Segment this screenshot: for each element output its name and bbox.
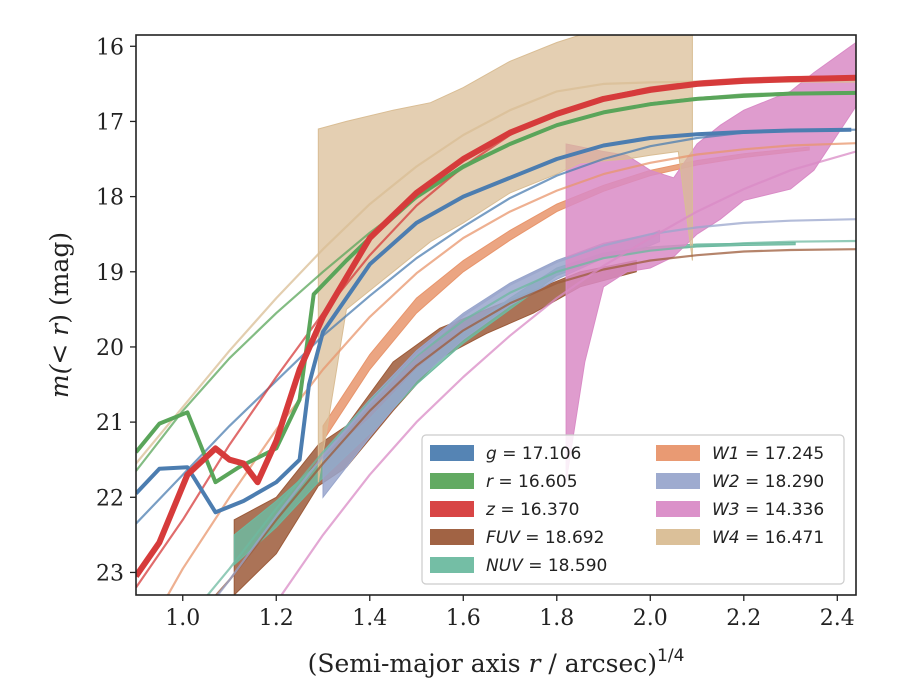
legend-swatch-w1 xyxy=(656,445,700,461)
y-tick-label: 21 xyxy=(96,411,124,436)
x-tick-label: 1.6 xyxy=(446,606,481,631)
legend-label-fuv: FUV = 18.692 xyxy=(486,528,604,548)
x-tick-label: 1.4 xyxy=(352,606,387,631)
data-line-z xyxy=(136,74,856,578)
x-tick-label: 1.8 xyxy=(539,606,574,631)
y-axis-label-var: r xyxy=(45,322,74,336)
legend-label-r: r = 16.605 xyxy=(486,472,578,492)
legend-label-w2: W2 = 18.290 xyxy=(712,472,824,492)
legend-swatch-fuv xyxy=(430,529,474,545)
x-axis-label-var: r xyxy=(529,649,543,678)
plot-frame xyxy=(135,34,857,596)
legend-label-nuv: NUV = 18.590 xyxy=(486,556,607,576)
legend-swatch-r xyxy=(430,473,474,489)
data-line-layer xyxy=(136,74,856,578)
model-curve-fuv xyxy=(214,248,856,595)
x-tick-label: 1.0 xyxy=(165,606,200,631)
model-curve-g xyxy=(136,128,856,525)
data-line-g xyxy=(136,127,852,515)
y-tick-label: 17 xyxy=(96,110,124,135)
model-curve-w1 xyxy=(166,142,856,595)
legend-swatch-z xyxy=(430,501,474,517)
y-tick-label: 19 xyxy=(96,261,124,286)
y-axis-label: m(< r) (mag) xyxy=(45,232,74,398)
y-tick-label: 23 xyxy=(96,561,124,586)
x-tick-label: 1.2 xyxy=(259,606,294,631)
legend-swatch-nuv xyxy=(430,557,474,573)
model-curve-nuv xyxy=(206,239,856,595)
legend-label-w3: W3 = 14.336 xyxy=(712,500,824,520)
legend-swatch-g xyxy=(430,445,474,461)
legend-label-w1: W1 = 17.245 xyxy=(712,444,824,464)
y-axis-label-suffix: ) (mag) xyxy=(45,232,74,324)
legend-label-w4: W4 = 16.471 xyxy=(712,528,824,548)
legend-label-z: z = 16.370 xyxy=(485,500,579,520)
model-curve-w2 xyxy=(216,218,856,595)
y-tick-label: 22 xyxy=(96,486,124,511)
y-tick-label: 20 xyxy=(96,336,124,361)
x-tick-label: 2.2 xyxy=(726,606,761,631)
x-axis-label-suffix: / arcsec) xyxy=(540,649,657,678)
y-axis-label-prefix: m(< xyxy=(45,336,74,398)
legend-swatch-w2 xyxy=(656,473,700,489)
model-curve-w4 xyxy=(136,80,856,465)
legend: g = 17.106 r = 16.605 z = 16.370 FUV = 18.6… xyxy=(421,434,845,585)
y-tick-label: 16 xyxy=(96,35,124,60)
y-tick-label: 18 xyxy=(96,186,124,211)
y-axis-ticks: 16 17 18 19 20 21 22 23 xyxy=(96,35,136,586)
x-axis-label-prefix: (Semi-major axis xyxy=(308,649,529,678)
legend-label-g: g = 17.106 xyxy=(486,444,581,464)
band-w3 xyxy=(565,41,856,483)
model-curve-w3 xyxy=(280,150,856,595)
legend-swatch-w3 xyxy=(656,501,700,517)
x-tick-label: 2.0 xyxy=(633,606,668,631)
x-axis-label-exponent: 1/4 xyxy=(657,646,684,666)
x-tick-label: 2.4 xyxy=(820,606,855,631)
x-axis-label: (Semi-major axis r / arcsec)1/4 xyxy=(308,646,685,678)
legend-box xyxy=(421,434,845,585)
legend-swatch-w4 xyxy=(656,529,700,545)
x-axis-ticks: 1.0 1.2 1.4 1.6 1.8 2.0 2.2 2.4 xyxy=(165,595,855,631)
